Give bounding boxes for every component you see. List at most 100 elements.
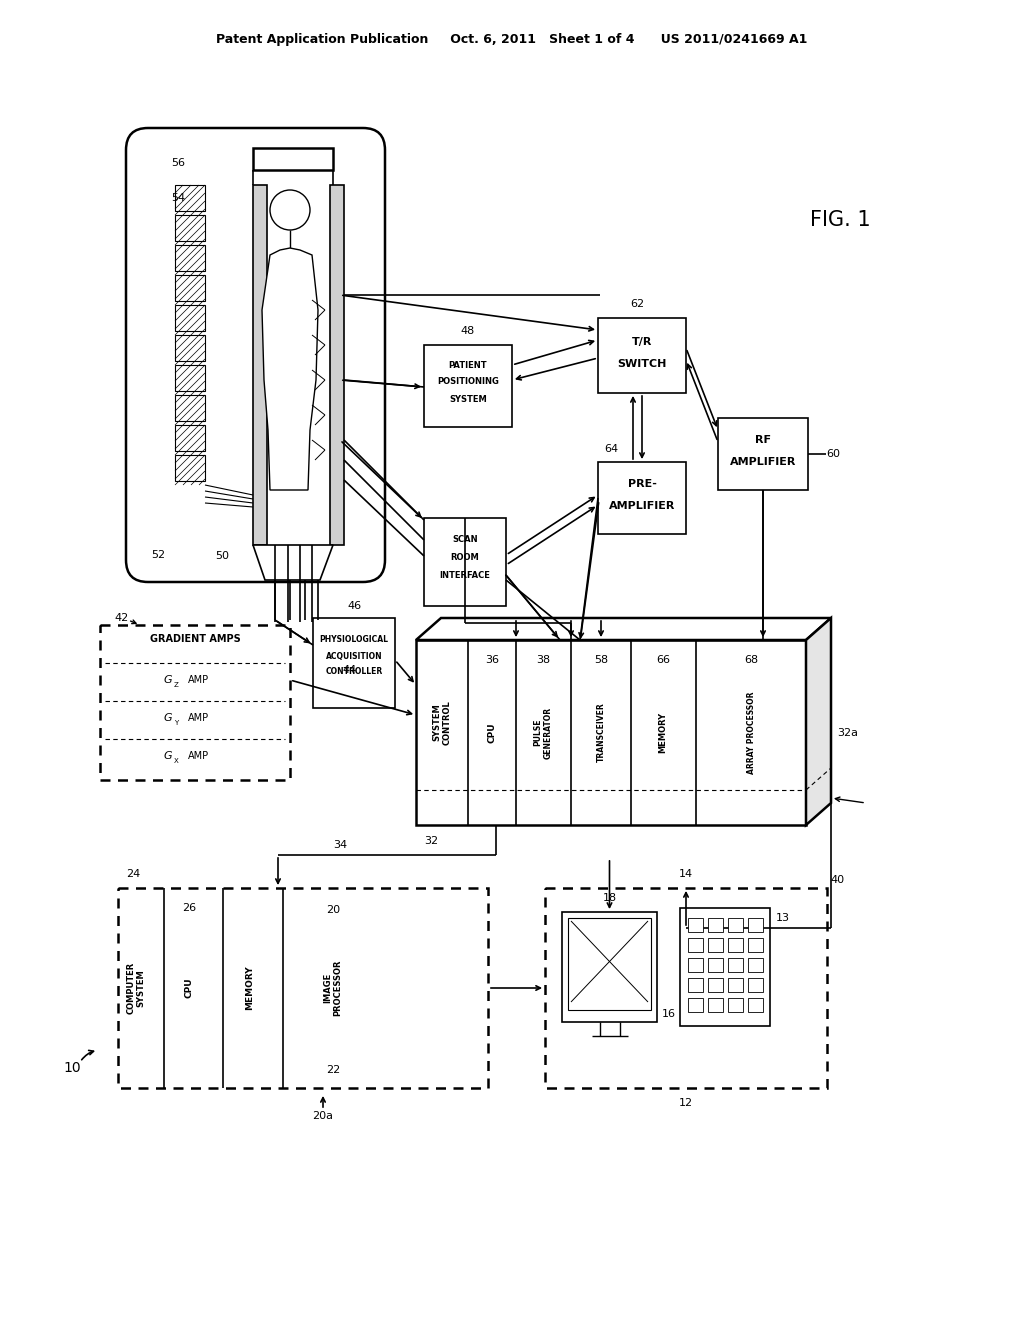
Bar [708,978,723,993]
Polygon shape [806,618,831,825]
Bar [688,978,703,993]
Text: ACQUISITION: ACQUISITION [326,652,382,660]
Text: PRE-: PRE- [628,479,656,488]
Text: 54: 54 [171,193,185,203]
Bar [728,917,743,932]
Text: 16: 16 [662,1008,676,1019]
Text: COMPUTER
SYSTEM: COMPUTER SYSTEM [126,962,145,1014]
Bar [598,318,686,393]
Bar [424,517,506,606]
Bar [708,939,723,952]
Text: 22: 22 [326,1065,340,1074]
Text: IMAGE
PROCESSOR: IMAGE PROCESSOR [324,960,343,1016]
Text: CONTROLLER: CONTROLLER [326,668,383,676]
Bar [175,215,205,242]
Text: X: X [174,758,178,764]
Text: Patent Application Publication     Oct. 6, 2011   Sheet 1 of 4      US 2011/0241: Patent Application Publication Oct. 6, 2… [216,33,808,46]
Text: CPU: CPU [487,722,497,743]
Polygon shape [416,618,831,640]
Bar [748,917,763,932]
Text: 48: 48 [461,326,475,337]
Text: 14: 14 [679,869,693,879]
Bar [100,624,290,780]
Text: 38: 38 [536,655,550,665]
Text: MEMORY: MEMORY [658,711,668,754]
Bar [175,455,205,480]
Text: 36: 36 [485,655,499,665]
Bar [175,275,205,301]
Bar [175,335,205,360]
Bar [424,345,512,426]
Bar [708,958,723,972]
Bar [253,185,267,545]
Text: 56: 56 [171,158,185,168]
Text: 58: 58 [594,655,608,665]
Text: ROOM: ROOM [451,553,479,562]
Text: TRANSCEIVER: TRANSCEIVER [597,702,605,763]
Text: G: G [164,675,172,685]
Text: MEMORY: MEMORY [246,966,255,1010]
Text: 64: 64 [604,444,618,454]
Bar [416,640,806,825]
Text: AMPLIFIER: AMPLIFIER [730,457,797,467]
Text: SWITCH: SWITCH [617,359,667,370]
Text: AMPLIFIER: AMPLIFIER [609,502,675,511]
Bar [175,246,205,271]
Text: G: G [164,713,172,723]
Text: 50: 50 [215,550,229,561]
Bar [708,917,723,932]
FancyBboxPatch shape [126,128,385,582]
Text: 26: 26 [182,903,196,913]
Bar [330,185,344,545]
Text: 68: 68 [744,655,758,665]
Text: SYSTEM
CONTROL: SYSTEM CONTROL [432,700,452,744]
Bar [175,185,205,211]
Text: 10: 10 [63,1061,81,1074]
Bar [728,978,743,993]
Bar [175,366,205,391]
Bar [728,998,743,1012]
Text: AMP: AMP [187,713,209,723]
Text: 20: 20 [326,906,340,915]
Text: PATIENT: PATIENT [449,360,487,370]
Text: SCAN: SCAN [453,536,478,544]
Bar [118,888,488,1088]
Bar [688,998,703,1012]
Text: 34: 34 [333,840,347,850]
Text: 44: 44 [343,665,357,675]
Text: AMP: AMP [187,751,209,762]
Bar [175,305,205,331]
Text: 24: 24 [126,869,140,879]
Text: 60: 60 [826,449,840,459]
Bar [598,462,686,535]
Text: 12: 12 [679,1098,693,1107]
Text: PULSE
GENERATOR: PULSE GENERATOR [534,706,553,759]
Text: POSITIONING: POSITIONING [437,378,499,387]
Text: Z: Z [173,682,178,688]
Bar [688,939,703,952]
Circle shape [270,190,310,230]
Text: 42: 42 [115,612,129,623]
Bar [562,912,657,1022]
Text: SYSTEM: SYSTEM [450,395,486,404]
Bar [748,998,763,1012]
Bar [545,888,827,1088]
Text: RF: RF [755,436,771,445]
Text: Y: Y [174,719,178,726]
Text: INTERFACE: INTERFACE [439,572,490,581]
Polygon shape [262,248,318,490]
Text: 66: 66 [656,655,670,665]
Text: 62: 62 [630,300,644,309]
Bar [748,939,763,952]
Text: CPU: CPU [184,978,194,998]
Text: 46: 46 [347,601,361,611]
Text: FIG. 1: FIG. 1 [810,210,870,230]
Bar [568,917,651,1010]
Bar [253,148,333,170]
Text: 32a: 32a [837,727,858,738]
Polygon shape [253,545,333,579]
Bar [680,908,770,1026]
Text: 18: 18 [602,894,616,903]
Text: 20a: 20a [312,1111,334,1121]
Bar [313,618,395,708]
